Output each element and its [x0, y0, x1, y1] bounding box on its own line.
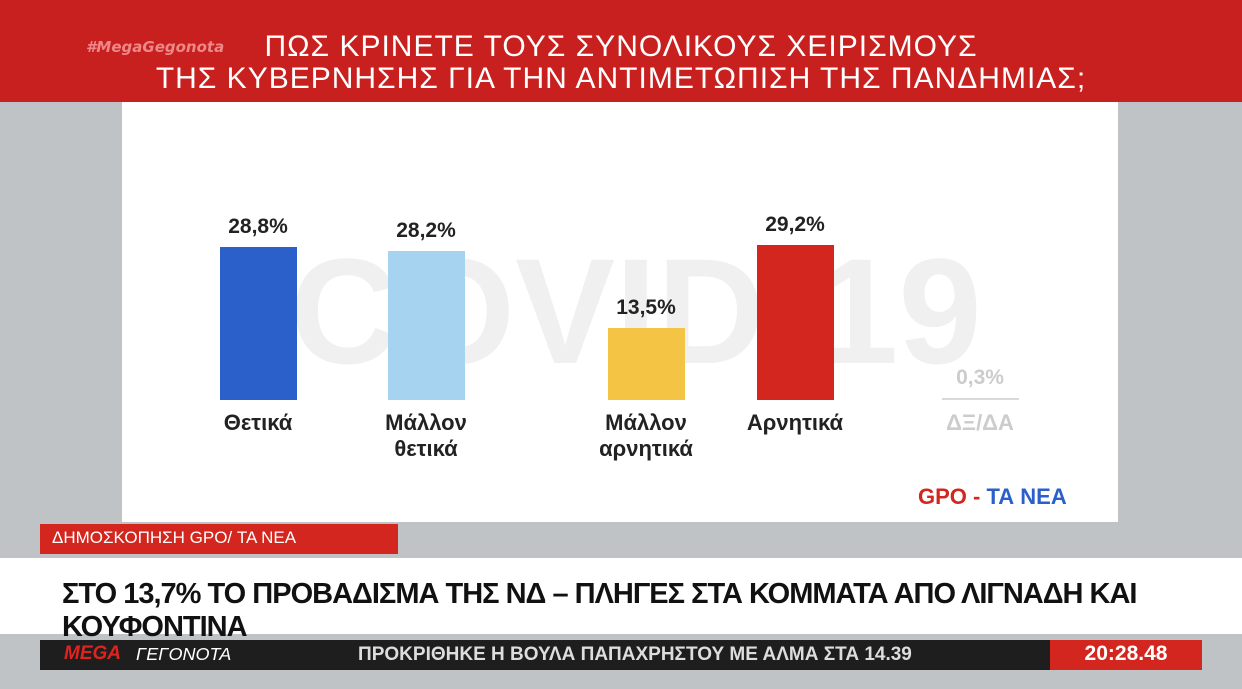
category-label: Μάλλον θετικά — [385, 410, 467, 461]
logo-rest: ΓΕΓΟΝΟΤΑ — [136, 644, 232, 664]
category-label: ΔΞ/ΔΑ — [946, 410, 1014, 435]
source-tanea: ΤΑ ΝΕΑ — [986, 484, 1067, 509]
source-dash: - — [973, 484, 981, 509]
hashtag: #MegaGegonota — [86, 38, 225, 56]
bar — [387, 250, 465, 400]
value-label: 28,2% — [396, 218, 456, 242]
banner: ΔΗΜΟΣΚΟΠΗΣΗ GPO/ ΤΑ ΝΕΑ — [40, 524, 398, 554]
value-label: 28,8% — [228, 215, 288, 239]
headline: ΣΤΟ 13,7% ΤΟ ΠΡΟΒΑΔΙΣΜΑ ΤΗΣ ΝΔ – ΠΛΗΓΕΣ … — [0, 558, 1242, 643]
ticker: MEGA ΓΕΓΟΝΟΤΑ ΠΡΟΚΡΙΘΗΚΕ Η ΒΟΥΛΑ ΠΑΠΑΧΡΗ… — [40, 640, 1050, 670]
bar — [756, 245, 834, 400]
source-gpo: GPO — [918, 484, 967, 509]
value-label: 0,3% — [956, 366, 1004, 390]
chart-title: ΠΩΣ ΚΡΙΝΕΤΕ ΤΟΥΣ ΣΥΝΟΛΙΚΟΥΣ ΧΕΙΡΙΣΜΟΥΣ — [264, 30, 978, 63]
title-band — [0, 0, 1242, 102]
clock: 20:28.48 — [1050, 640, 1202, 670]
category-label: Αρνητικά — [746, 410, 844, 435]
bar — [607, 328, 685, 400]
chart-title: ΤΗΣ ΚΥΒΕΡΝΗΣΗΣ ΓΙΑ ΤΗΝ ΑΝΤΙΜΕΤΩΠΙΣΗ ΤΗΣ … — [155, 62, 1087, 95]
logo-mega: MEGA — [64, 643, 121, 664]
value-label: 13,5% — [616, 296, 676, 320]
category-label: Μάλλον αρνητικά — [599, 410, 693, 461]
source: GPO - ΤΑ ΝΕΑ — [918, 484, 1067, 510]
value-label: 29,2% — [765, 213, 825, 237]
category-label: Θετικά — [223, 410, 293, 435]
bar — [941, 398, 1019, 400]
bar — [219, 247, 297, 400]
ticker-text: ΠΡΟΚΡΙΘΗΚΕ Η ΒΟΥΛΑ ΠΑΠΑΧΡΗΣΤΟΥ ΜΕ ΑΛΜΑ Σ… — [358, 644, 912, 665]
